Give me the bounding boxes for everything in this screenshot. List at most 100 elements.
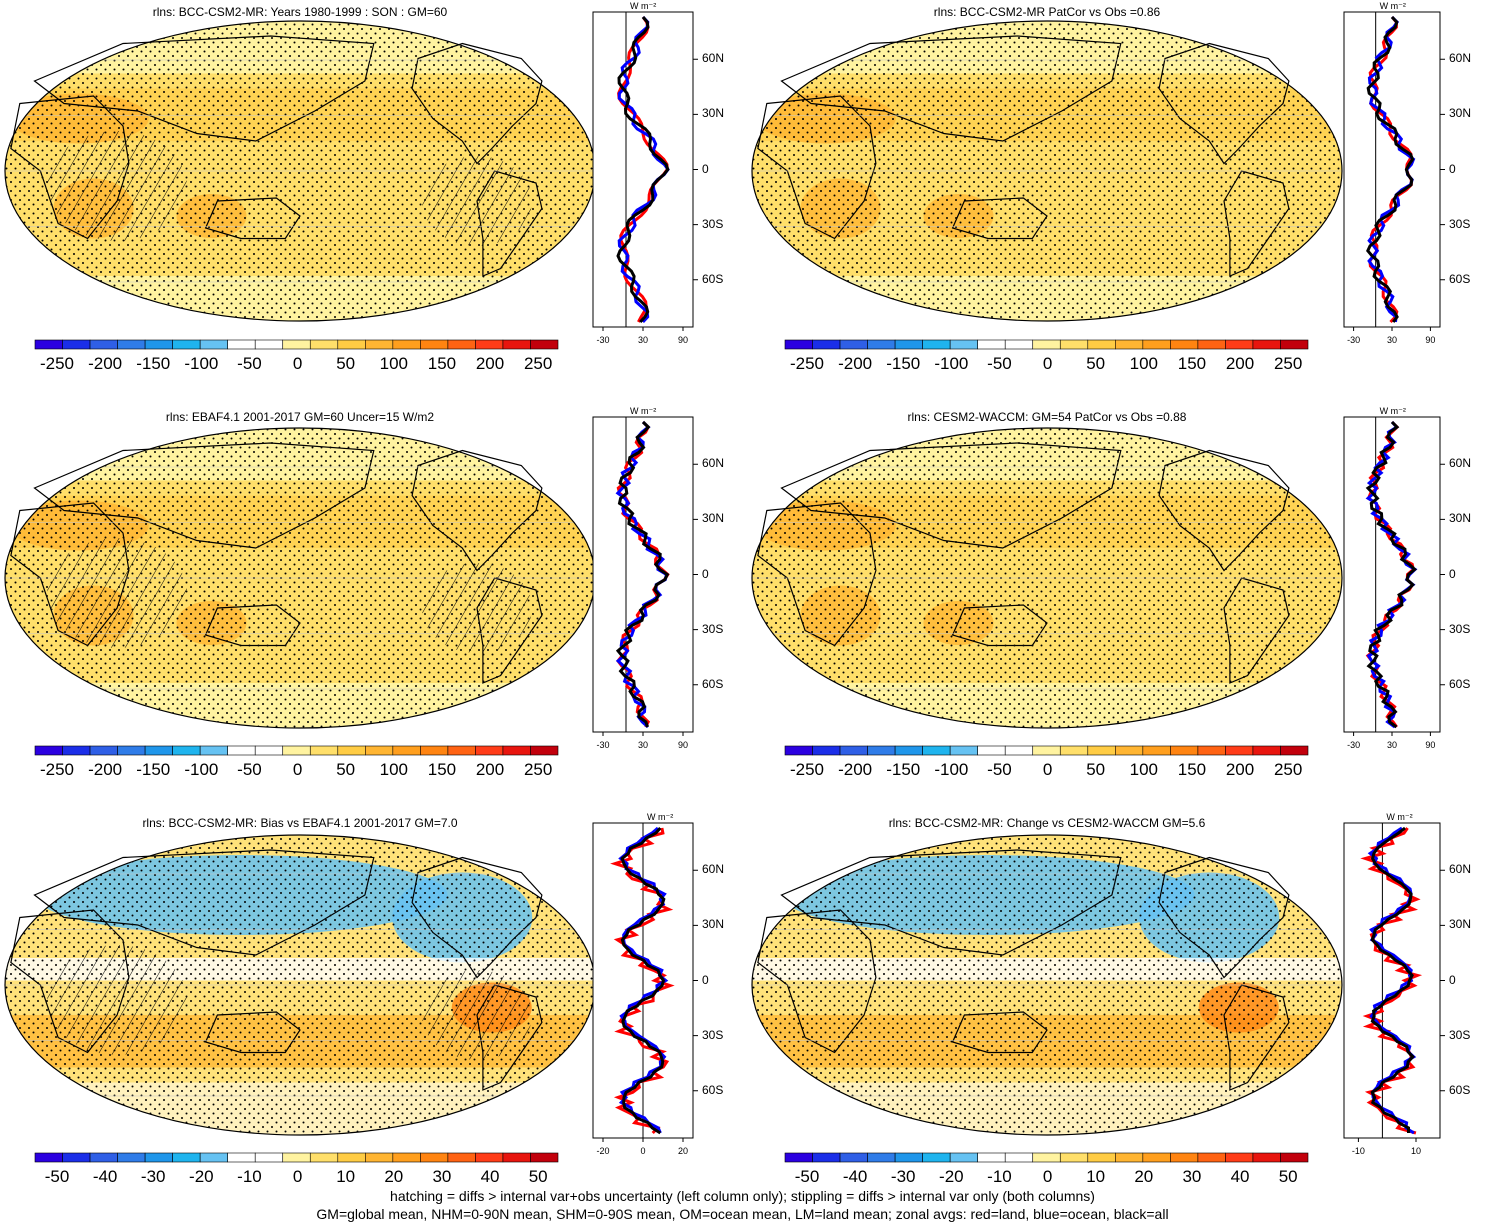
colorbar-swatch <box>365 339 394 350</box>
colorbar-tick-label: 150 <box>1177 354 1207 373</box>
zonal-x-label: 90 <box>677 740 689 750</box>
colorbar-tick-label: 50 <box>336 354 356 373</box>
colorbar-swatch <box>172 745 201 756</box>
colorbar-tick-label: -10 <box>237 1167 262 1186</box>
zonal-frame <box>1343 822 1441 1139</box>
map-panel-5 <box>4 834 596 1136</box>
lat-label: 30N <box>1449 106 1472 121</box>
colorbar-swatch <box>144 339 173 350</box>
coastline <box>1158 42 1290 165</box>
colorbar-swatch <box>475 745 504 756</box>
colorbar-tick-label: 150 <box>1177 760 1207 779</box>
colorbar-tick-label: 150 <box>427 760 457 779</box>
colorbar-swatch <box>1252 745 1281 756</box>
colorbar-swatch <box>420 1152 449 1163</box>
zonal-line-all <box>616 16 670 324</box>
colorbar-swatch <box>254 1152 284 1163</box>
colorbar-tick-label: -200 <box>88 354 123 373</box>
map-panel-6 <box>751 834 1343 1136</box>
colorbar-swatch <box>922 339 951 350</box>
lat-label: 60N <box>1449 456 1472 471</box>
colorbar-tick-label: 100 <box>379 354 408 373</box>
coastline <box>204 197 301 240</box>
colorbar-tick-label: -150 <box>886 354 921 373</box>
colorbar-tick-label: 200 <box>475 760 505 779</box>
lat-label: 0 <box>702 161 709 176</box>
colorbar-swatch <box>1059 745 1089 756</box>
colorbar-swatch <box>1280 745 1309 756</box>
lat-label: 60N <box>1449 51 1472 66</box>
colorbar-swatch <box>475 339 504 350</box>
map-title: rlns: BCC-CSM2-MR: Years 1980-1999 : SON… <box>152 5 448 19</box>
colorbar-swatch <box>392 745 421 756</box>
lat-label: 30S <box>702 1027 724 1042</box>
zonal-x-label: 10 <box>1410 1146 1422 1156</box>
colorbar-swatch <box>1032 339 1061 350</box>
coastline <box>33 35 375 142</box>
hatching <box>47 131 188 241</box>
zonal-mean-plot <box>1343 416 1445 736</box>
colorbar-swatch <box>977 339 1006 350</box>
colorbar-swatch <box>337 339 366 350</box>
hatching <box>47 538 188 648</box>
colorbar-swatch <box>447 339 476 350</box>
lat-label: 30S <box>702 621 724 636</box>
colorbar-tick-label: 0 <box>292 354 303 373</box>
coastline <box>204 1011 301 1054</box>
colorbar-tick-label: -50 <box>794 1167 820 1186</box>
colorbar-tick-label: -20 <box>189 1167 214 1186</box>
colorbar-tick-label: -30 <box>140 1167 166 1186</box>
lat-label: 60N <box>702 51 725 66</box>
colorbar-swatch <box>1087 745 1116 756</box>
colorbar-swatch <box>1280 339 1309 350</box>
lat-label: 60N <box>702 862 725 877</box>
colorbar-swatch <box>867 339 896 350</box>
colorbar-swatch <box>502 339 531 350</box>
colorbar-tick-label: 200 <box>1225 354 1255 373</box>
lat-label: 30S <box>1449 1027 1471 1042</box>
zonal-line-all <box>620 827 666 1135</box>
lat-label: 0 <box>1449 161 1456 176</box>
colorbar-tick-label: -200 <box>838 354 873 373</box>
lat-label: 0 <box>702 566 709 581</box>
zonal-unit-label: W m⁻² <box>630 406 657 416</box>
coastline <box>757 502 877 647</box>
colorbar-swatch <box>1225 339 1254 350</box>
lat-label: 30N <box>702 106 725 121</box>
colorbar-tick-label: 250 <box>523 354 553 373</box>
colorbar-swatch <box>1087 339 1116 350</box>
coastline <box>757 909 877 1054</box>
colorbar-swatch <box>227 1152 256 1163</box>
colorbar-swatch <box>1197 1152 1226 1163</box>
colorbar-tick-label: 0 <box>292 1167 303 1186</box>
lat-label: 60S <box>702 271 724 286</box>
coastline <box>951 1011 1048 1054</box>
map-border <box>751 427 1343 729</box>
map-title: rlns: EBAF4.1 2001-2017 GM=60 Uncer=15 W… <box>165 410 435 424</box>
colorbar-tick-label: 50 <box>1086 354 1106 373</box>
colorbar-tick-label: 0 <box>1042 1167 1053 1186</box>
zonal-x-label: 30 <box>637 740 649 750</box>
hatching <box>47 945 188 1055</box>
colorbar-tick-label: -30 <box>890 1167 916 1186</box>
zonal-x-label: -20 <box>596 1146 610 1156</box>
colorbar-tick-label: 10 <box>336 1167 356 1186</box>
colorbar-tick-label: -150 <box>136 760 171 779</box>
colorbar-swatch <box>867 1152 896 1163</box>
colorbar-swatch <box>894 1152 923 1163</box>
zonal-x-label: -10 <box>1351 1146 1365 1156</box>
colorbar-swatch <box>922 1152 951 1163</box>
colorbar-swatch <box>1004 339 1034 350</box>
zonal-x-label: 90 <box>1425 740 1436 750</box>
colorbar-tick-label: -40 <box>842 1167 868 1186</box>
colorbar-swatch <box>34 1152 63 1163</box>
lat-label: 30N <box>702 511 725 526</box>
colorbar-tick-label: 0 <box>1042 354 1053 373</box>
colorbar-swatch <box>839 1152 868 1163</box>
colorbar-swatch <box>977 1152 1006 1163</box>
colorbar-swatch <box>1197 745 1226 756</box>
colorbar-swatch <box>89 745 118 756</box>
colorbar-tick-label: 250 <box>1273 760 1303 779</box>
coastline <box>476 170 543 277</box>
colorbar-swatch <box>812 339 841 350</box>
